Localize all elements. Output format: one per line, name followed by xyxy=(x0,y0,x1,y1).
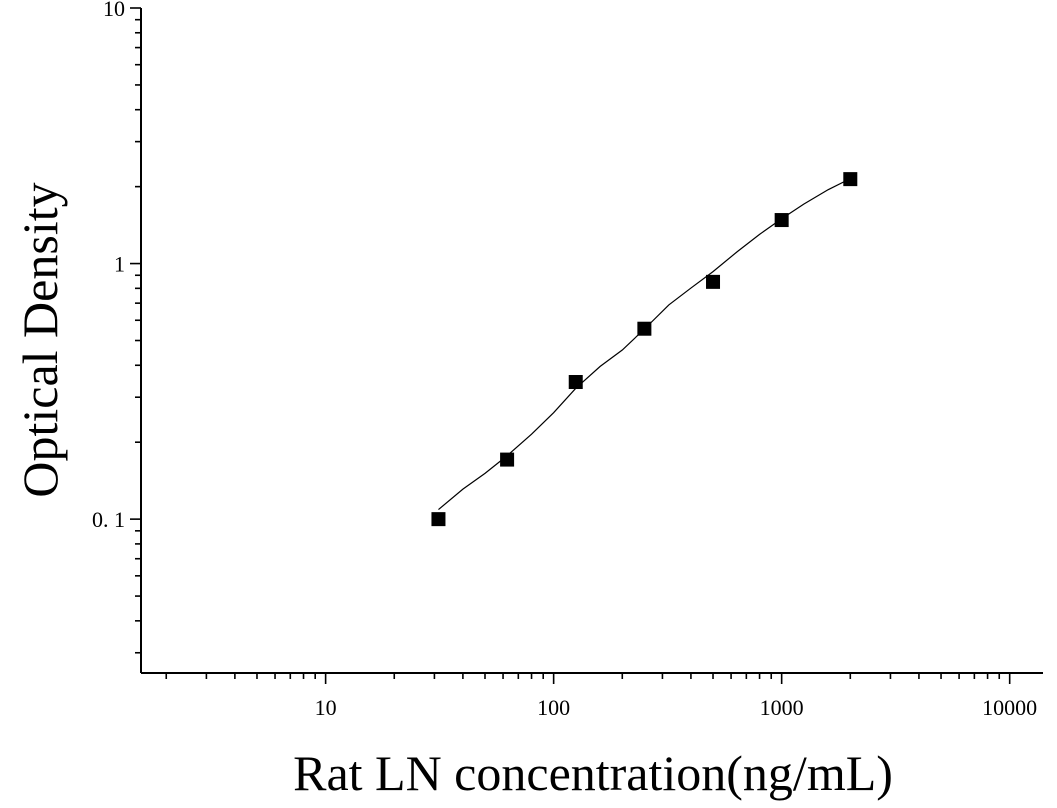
data-points xyxy=(431,172,858,527)
data-point xyxy=(431,512,446,527)
data-point xyxy=(500,452,515,467)
axes xyxy=(140,8,1043,674)
y-tick-label: 1 xyxy=(114,252,125,277)
x-tick-label: 100 xyxy=(537,695,570,720)
ticks: 10 100 1000 10000 0. 1 1 10 xyxy=(92,0,1037,720)
data-point xyxy=(843,172,858,187)
y-tick-label: 0. 1 xyxy=(92,507,125,532)
data-point xyxy=(706,274,721,289)
x-tick-label: 10 xyxy=(315,695,337,720)
y-tick-label: 10 xyxy=(103,0,125,21)
data-point xyxy=(568,375,583,390)
x-axis-title: Rat LN concentration(ng/mL) xyxy=(293,745,893,801)
y-axis-title: Optical Density xyxy=(12,182,68,497)
x-tick-label: 10000 xyxy=(982,695,1037,720)
data-point xyxy=(774,213,789,228)
x-tick-label: 1000 xyxy=(760,695,804,720)
data-point xyxy=(637,321,652,336)
